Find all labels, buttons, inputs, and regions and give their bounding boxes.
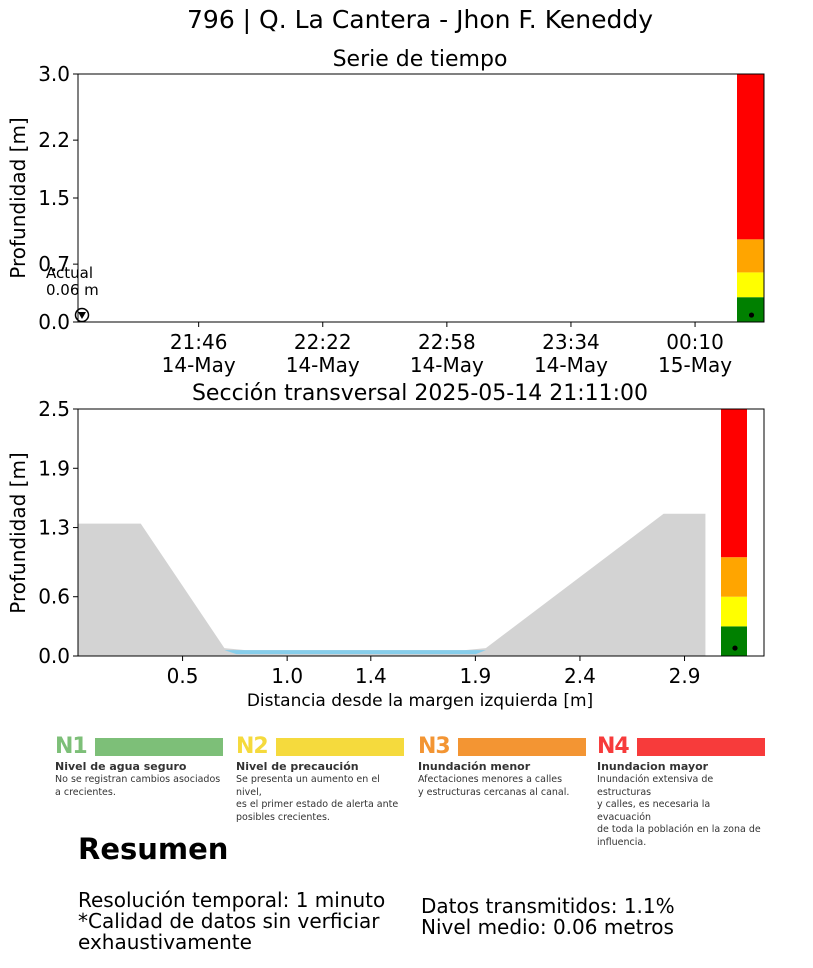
level-color-bar bbox=[458, 738, 586, 756]
summary-left: Resolución temporal: 1 minuto *Calidad d… bbox=[78, 890, 408, 953]
legend-item-n4: N4 Inundacion mayor Inundación extensiva… bbox=[597, 735, 765, 849]
annotation-label: Actual bbox=[46, 264, 93, 282]
current-level-marker bbox=[748, 312, 755, 318]
level-code: N4 bbox=[597, 734, 630, 759]
data-point bbox=[74, 307, 90, 323]
x-axis-label: Distancia desde la margen izquierda [m] bbox=[247, 691, 593, 711]
x-tick-date: 14-May bbox=[286, 353, 360, 377]
y-tick-label: 0.0 bbox=[38, 644, 70, 668]
level-description: Afectaciones menores a calles y estructur… bbox=[418, 774, 570, 798]
x-tick-label: 1.9 bbox=[459, 664, 491, 688]
y-tick-label: 1.3 bbox=[38, 516, 70, 540]
level-color-bar bbox=[637, 738, 765, 756]
x-tick-label: 1.0 bbox=[271, 664, 303, 688]
page-title: 796 | Q. La Cantera - Jhon F. Keneddy bbox=[187, 5, 653, 34]
y-tick-label: 0.7 bbox=[38, 252, 70, 276]
x-tick-label: 22:58 bbox=[418, 330, 476, 354]
current-level-marker bbox=[732, 645, 738, 651]
level-code: N3 bbox=[418, 734, 451, 759]
x-tick-label: 2.4 bbox=[564, 664, 596, 688]
level-color-bar bbox=[276, 738, 404, 756]
annotation-value: 0.06 m bbox=[46, 281, 99, 299]
y-tick-label: 0.0 bbox=[38, 310, 70, 334]
level-name: Nivel de precaución bbox=[236, 760, 359, 773]
cross-section-chart: Sección transversal 2025-05-14 21:11:00 … bbox=[6, 381, 765, 711]
level-code: N1 bbox=[55, 734, 88, 759]
y-tick-label: 1.5 bbox=[38, 186, 70, 210]
level-code: N2 bbox=[236, 734, 269, 759]
x-tick-label: 1.4 bbox=[355, 664, 387, 688]
summary-line: Nivel medio: 0.06 metros bbox=[421, 915, 674, 939]
y-axis-label: Profundidad [m] bbox=[6, 117, 30, 278]
x-tick-label: 2.9 bbox=[669, 664, 701, 688]
current-value-arrow bbox=[78, 312, 86, 320]
y-axis-label: Profundidad [m] bbox=[6, 452, 30, 613]
x-tick-label: 22:22 bbox=[294, 330, 352, 354]
level-band-n3 bbox=[721, 557, 747, 597]
level-band-n2 bbox=[721, 596, 747, 627]
y-tick-label: 1.9 bbox=[38, 456, 70, 480]
y-tick-label: 0.6 bbox=[38, 585, 70, 609]
plot-frame bbox=[77, 73, 765, 323]
level-name: Inundación menor bbox=[418, 760, 531, 773]
x-tick-label: 23:34 bbox=[542, 330, 600, 354]
x-tick-label: 21:46 bbox=[170, 330, 228, 354]
time-series-chart: Serie de tiempo Profundidad [m] 0.0 0.7 1.… bbox=[6, 47, 765, 377]
level-band-n4 bbox=[721, 409, 747, 558]
legend-item-n1: N1 Nivel de agua seguro No se registran … bbox=[55, 735, 223, 799]
x-tick-date: 14-May bbox=[162, 353, 236, 377]
x-tick-label: 00:10 bbox=[666, 330, 724, 354]
level-band-n2 bbox=[737, 272, 764, 298]
y-tick-label: 3.0 bbox=[38, 62, 70, 86]
legend-item-n3: N3 Inundación menor Afectaciones menores… bbox=[418, 735, 586, 799]
chart-title: Sección transversal 2025-05-14 21:11:00 bbox=[192, 381, 648, 406]
level-description: Se presenta un aumento en el nivel, es el… bbox=[236, 774, 399, 823]
ground-profile bbox=[78, 513, 706, 656]
summary-right: Datos transmitidos: 1.1% Nivel medio: 0.… bbox=[421, 896, 751, 938]
water-surface bbox=[224, 650, 486, 655]
y-tick-label: 2.5 bbox=[38, 397, 70, 421]
flood-level-legend: N1 Nivel de agua seguro No se registran … bbox=[55, 735, 770, 848]
summary-line: Resolución temporal: 1 minuto bbox=[78, 888, 386, 912]
level-band-n1 bbox=[721, 626, 747, 656]
x-tick-date: 15-May bbox=[658, 353, 732, 377]
level-name: Nivel de agua seguro bbox=[55, 760, 187, 773]
summary-line: Datos transmitidos: 1.1% bbox=[421, 894, 675, 918]
plot-frame bbox=[77, 408, 765, 657]
x-tick-date: 14-May bbox=[410, 353, 484, 377]
level-description: No se registran cambios asociados a creci… bbox=[55, 774, 221, 798]
level-band-n4 bbox=[737, 74, 764, 240]
level-description: Inundación extensiva de estructuras y cal… bbox=[597, 774, 761, 848]
x-tick-label: 0.5 bbox=[167, 664, 199, 688]
y-tick-label: 2.2 bbox=[38, 128, 70, 152]
chart-title: Serie de tiempo bbox=[333, 47, 508, 72]
level-band-n3 bbox=[737, 239, 764, 273]
level-name: Inundacion mayor bbox=[597, 760, 709, 773]
summary-line: *Calidad de datos sin verficiar bbox=[78, 909, 380, 933]
level-color-bar bbox=[95, 738, 223, 756]
x-tick-date: 14-May bbox=[534, 353, 608, 377]
level-band-n1 bbox=[737, 297, 764, 322]
legend-item-n2: N2 Nivel de precaución Se presenta un au… bbox=[236, 735, 404, 824]
summary-title: Resumen bbox=[78, 832, 229, 866]
summary-line: exhaustivamente bbox=[78, 930, 252, 954]
